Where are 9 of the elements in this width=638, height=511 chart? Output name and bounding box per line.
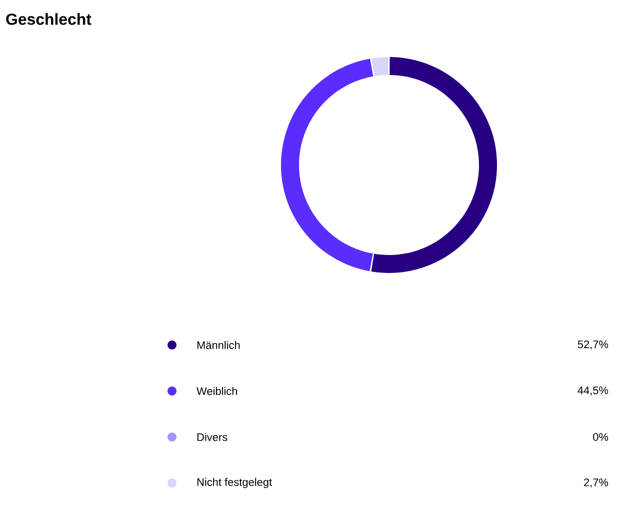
- chart-title: Geschlecht: [6, 13, 92, 25]
- text: 0%: [593, 433, 608, 441]
- data-label: 52,7%: [578, 340, 608, 350]
- legend-label: Weiblich: [196, 386, 238, 396]
- data-label: 44,5%: [578, 386, 608, 396]
- legend-label: Divers: [197, 432, 228, 442]
- legend-label: Männlich: [197, 340, 240, 350]
- legend-label: Nicht festgelegt: [197, 478, 272, 488]
- data-label: 2,7%: [584, 478, 608, 488]
